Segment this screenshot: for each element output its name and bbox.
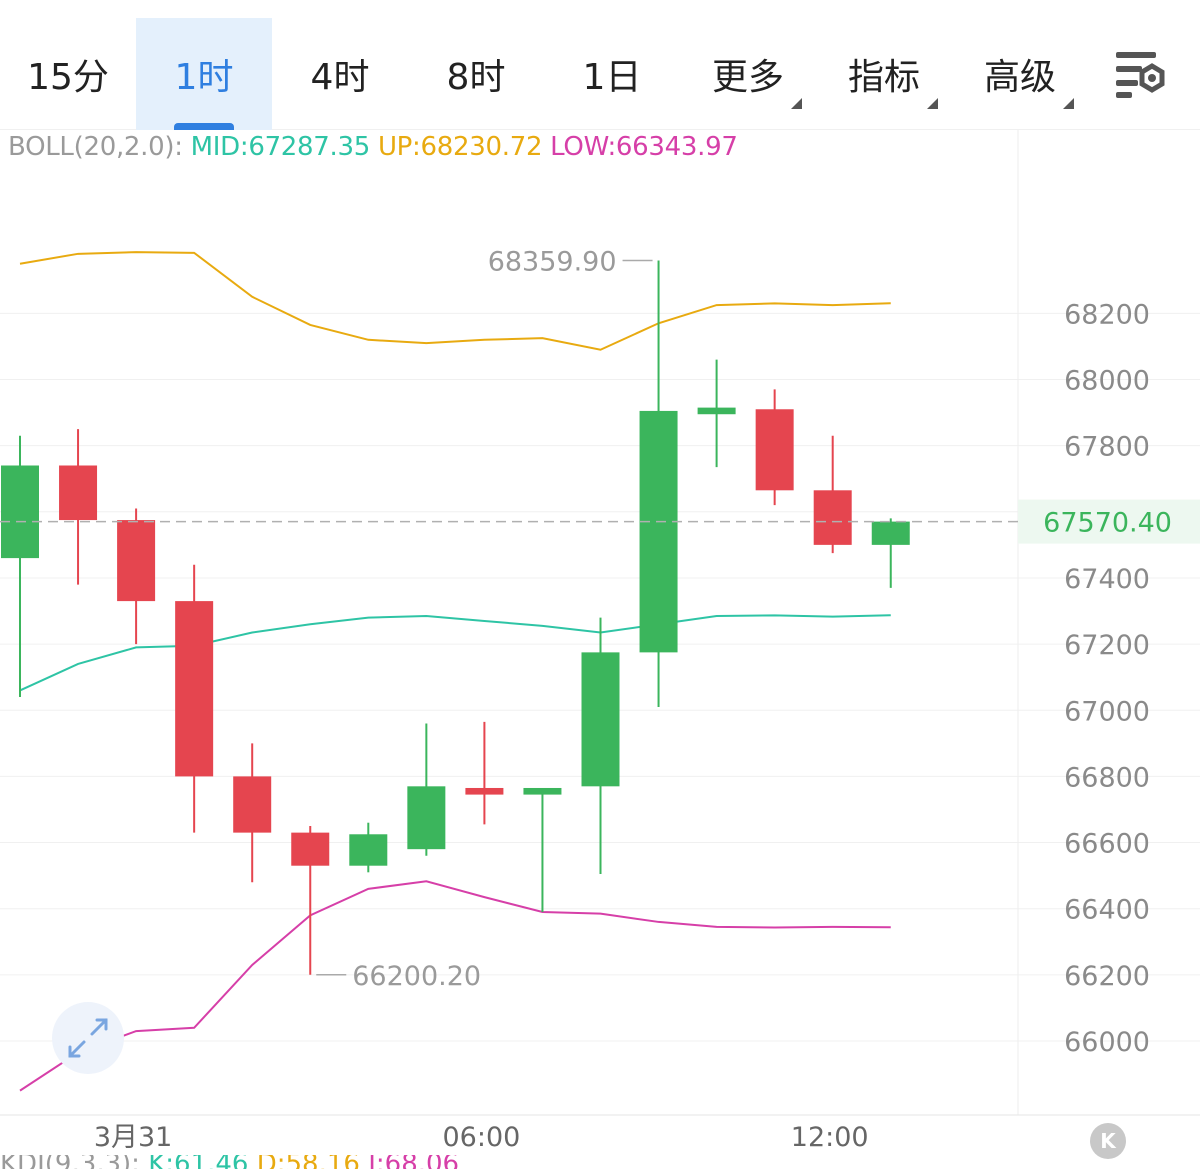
boll-upper-band (19, 251, 891, 351)
candle-body-up[interactable] (1, 465, 39, 559)
kdj-k-value: K:61.46 (148, 1155, 248, 1169)
high-annotation-label: 68359.90 (488, 246, 617, 277)
dropdown-caret-icon (1063, 98, 1074, 109)
kdj-legend: KDJ(9,3,3): K:61.46 D:58.16 J:68.06 (0, 1155, 600, 1169)
boll-middle-band (19, 614, 891, 692)
candle-body-down[interactable] (175, 601, 214, 777)
tab-label: 1时 (174, 57, 234, 98)
candle-body-up[interactable] (407, 786, 446, 850)
boll-name: BOLL(20,2.0): (8, 132, 183, 162)
candle-body-down[interactable] (117, 520, 156, 602)
candle-body-up[interactable] (523, 787, 562, 795)
y-tick-label: 67200 (1064, 630, 1150, 661)
chart-settings-button[interactable] (1112, 48, 1174, 104)
boll-mid-value: MID:67287.35 (190, 132, 371, 162)
chart-settings-icon (1116, 52, 1165, 98)
boll-legend: BOLL(20,2.0): MID:67287.35 UP:68230.72 L… (8, 132, 738, 162)
tab-2[interactable]: 1时 (136, 18, 272, 130)
kdj-j-value: J:68.06 (368, 1155, 459, 1169)
tab-6[interactable]: 更多 (680, 18, 816, 130)
tab-label: 4时 (310, 57, 370, 98)
tab-label: 指标 (847, 57, 920, 98)
tab-label: 高级 (983, 57, 1056, 98)
tab-7[interactable]: 指标 (816, 18, 952, 130)
current-price-label: 67570.40 (1043, 508, 1172, 539)
tab-1[interactable]: 15分 (0, 18, 136, 130)
interval-tab-bar: 15分 1时 4时 8时 1日 更多 指标 高级 (0, 0, 1200, 130)
tab-5[interactable]: 1日 (544, 18, 680, 130)
boll-lower-band (19, 880, 891, 1092)
candle-body-up[interactable] (349, 834, 388, 866)
boll-up-value: UP:68230.72 (377, 132, 543, 162)
tab-4[interactable]: 8时 (408, 18, 544, 130)
y-tick-label: 67400 (1064, 564, 1150, 595)
candle-body-up[interactable] (697, 407, 736, 415)
k-icon: K (1100, 1129, 1116, 1153)
tab-label: 15分 (27, 57, 109, 98)
dropdown-caret-icon (791, 98, 802, 109)
candle-body-up[interactable] (581, 652, 620, 787)
y-tick-label: 66200 (1064, 961, 1150, 992)
kline-toggle-button[interactable]: K (1090, 1123, 1126, 1159)
candle-body-down[interactable] (233, 776, 272, 833)
x-tick-label: 12:00 (791, 1122, 869, 1153)
y-tick-label: 68000 (1064, 366, 1150, 397)
x-tick-label: 06:00 (442, 1122, 520, 1153)
candle-body-down[interactable] (755, 409, 794, 491)
tab-label: 8时 (446, 57, 506, 98)
expand-arrows-icon (68, 1018, 108, 1058)
y-tick-label: 67000 (1064, 696, 1150, 727)
candle-body-up[interactable] (871, 521, 910, 545)
kdj-d-value: D:58.16 (257, 1155, 360, 1169)
candle-body-down[interactable] (59, 465, 98, 521)
candlestick-chart[interactable]: 68200 68000 67800 67400 67200 67000 66800 66600… (0, 130, 1200, 1170)
boll-low-value: LOW:66343.97 (550, 132, 738, 162)
tab-label: 1日 (582, 57, 642, 98)
x-tick-label: 3月31 (94, 1122, 173, 1153)
current-price-tag (1018, 499, 1200, 544)
tab-3[interactable]: 4时 (272, 18, 408, 130)
y-tick-label: 68200 (1064, 299, 1150, 330)
candle-body-up[interactable] (639, 410, 678, 653)
candle-body-down[interactable] (465, 787, 504, 795)
dropdown-caret-icon (927, 98, 938, 109)
y-tick-label: 66600 (1064, 829, 1150, 860)
candle-body-down[interactable] (291, 832, 330, 866)
low-annotation-label: 66200.20 (352, 961, 481, 992)
fullscreen-button[interactable] (52, 1002, 124, 1074)
y-tick-label: 66000 (1064, 1027, 1150, 1058)
tab-8[interactable]: 高级 (952, 18, 1088, 130)
tab-label: 更多 (711, 57, 784, 98)
kdj-name: KDJ(9,3,3): (0, 1155, 140, 1169)
y-tick-label: 67800 (1064, 432, 1150, 463)
y-tick-label: 66400 (1064, 895, 1150, 926)
active-tab-indicator (174, 123, 234, 130)
y-tick-label: 66800 (1064, 762, 1150, 793)
candle-body-down[interactable] (813, 490, 852, 545)
